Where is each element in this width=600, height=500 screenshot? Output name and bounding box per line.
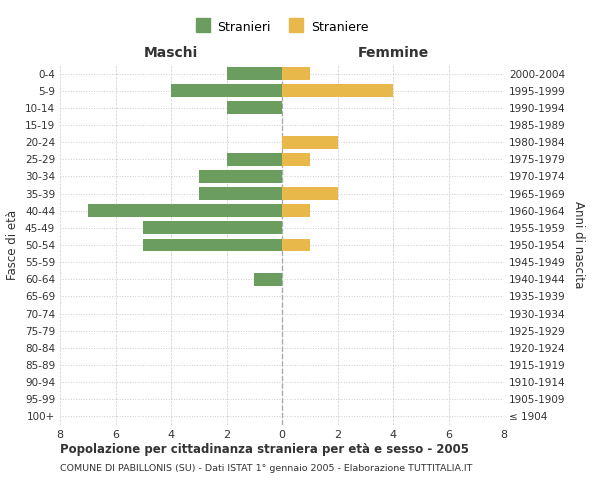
Bar xyxy=(282,204,310,217)
Bar xyxy=(143,238,282,252)
Text: Maschi: Maschi xyxy=(144,46,198,60)
Bar xyxy=(227,102,282,114)
Bar xyxy=(199,187,282,200)
Text: COMUNE DI PABILLONIS (SU) - Dati ISTAT 1° gennaio 2005 - Elaborazione TUTTITALIA: COMUNE DI PABILLONIS (SU) - Dati ISTAT 1… xyxy=(60,464,472,473)
Bar xyxy=(171,84,282,97)
Y-axis label: Fasce di età: Fasce di età xyxy=(7,210,19,280)
Bar xyxy=(227,153,282,166)
Bar xyxy=(282,67,310,80)
Bar xyxy=(282,153,310,166)
Bar xyxy=(282,187,337,200)
Bar xyxy=(199,170,282,183)
Bar xyxy=(143,222,282,234)
Bar xyxy=(254,273,282,285)
Y-axis label: Anni di nascita: Anni di nascita xyxy=(572,202,585,288)
Legend: Stranieri, Straniere: Stranieri, Straniere xyxy=(196,20,368,34)
Text: Femmine: Femmine xyxy=(358,46,428,60)
Bar xyxy=(88,204,282,217)
Text: Popolazione per cittadinanza straniera per età e sesso - 2005: Popolazione per cittadinanza straniera p… xyxy=(60,442,469,456)
Bar xyxy=(227,67,282,80)
Bar xyxy=(282,84,393,97)
Bar xyxy=(282,238,310,252)
Bar xyxy=(282,136,337,148)
